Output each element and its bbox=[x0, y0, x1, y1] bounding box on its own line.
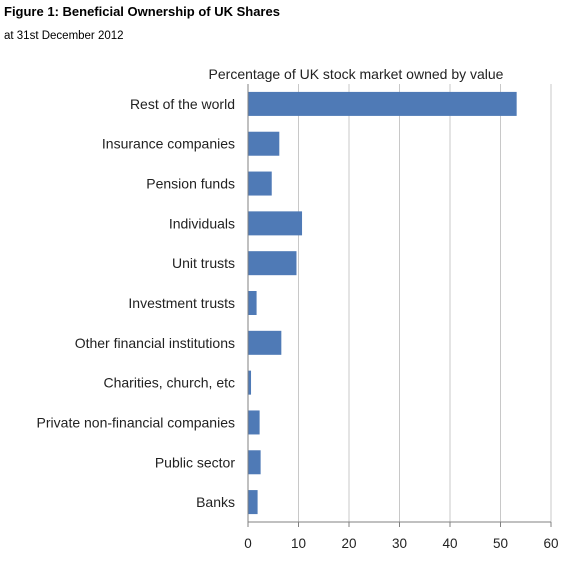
x-tick-label: 20 bbox=[341, 536, 356, 551]
category-label: Other financial institutions bbox=[75, 335, 235, 351]
bar-pension-funds bbox=[248, 171, 272, 196]
figure-title: Figure 1: Beneficial Ownership of UK Sha… bbox=[4, 4, 280, 19]
bar-other-financial-institutions bbox=[248, 330, 282, 355]
x-tick-label: 30 bbox=[392, 536, 407, 551]
category-label: Rest of the world bbox=[130, 96, 235, 112]
x-tick-label: 0 bbox=[244, 536, 252, 551]
chart-gridlines bbox=[247, 84, 552, 527]
bar-investment-trusts bbox=[248, 291, 257, 315]
x-tick-label: 60 bbox=[543, 536, 558, 551]
x-tick-label: 10 bbox=[291, 536, 306, 551]
chart-bars bbox=[248, 91, 517, 515]
category-label: Banks bbox=[196, 494, 235, 510]
category-label: Charities, church, etc bbox=[104, 375, 236, 391]
category-label: Individuals bbox=[169, 215, 235, 231]
chart-x-tick-labels: 0 10 20 30 40 50 60 bbox=[244, 536, 558, 551]
x-tick-label: 50 bbox=[493, 536, 508, 551]
bar-rest-of-the-world bbox=[248, 91, 517, 116]
bar-unit-trusts bbox=[248, 251, 297, 276]
bar-public-sector bbox=[248, 450, 261, 475]
chart-category-labels: Rest of the world Insurance companies Pens… bbox=[37, 96, 236, 510]
chart-title: Percentage of UK stock market owned by v… bbox=[209, 66, 504, 82]
category-label: Insurance companies bbox=[102, 136, 235, 152]
bar-insurance-companies bbox=[248, 131, 280, 156]
category-label: Unit trusts bbox=[172, 255, 235, 271]
category-label: Private non-financial companies bbox=[37, 414, 235, 430]
bar-banks bbox=[248, 490, 258, 515]
category-label: Investment trusts bbox=[128, 295, 235, 311]
category-label: Pension funds bbox=[146, 176, 235, 192]
x-tick-label: 40 bbox=[442, 536, 457, 551]
bar-individuals bbox=[248, 211, 303, 236]
bar-private-non-financial-companies bbox=[248, 410, 260, 435]
figure-subtitle: at 31st December 2012 bbox=[4, 30, 124, 42]
category-label: Public sector bbox=[155, 454, 235, 470]
bar-charities-church-etc bbox=[248, 370, 252, 395]
